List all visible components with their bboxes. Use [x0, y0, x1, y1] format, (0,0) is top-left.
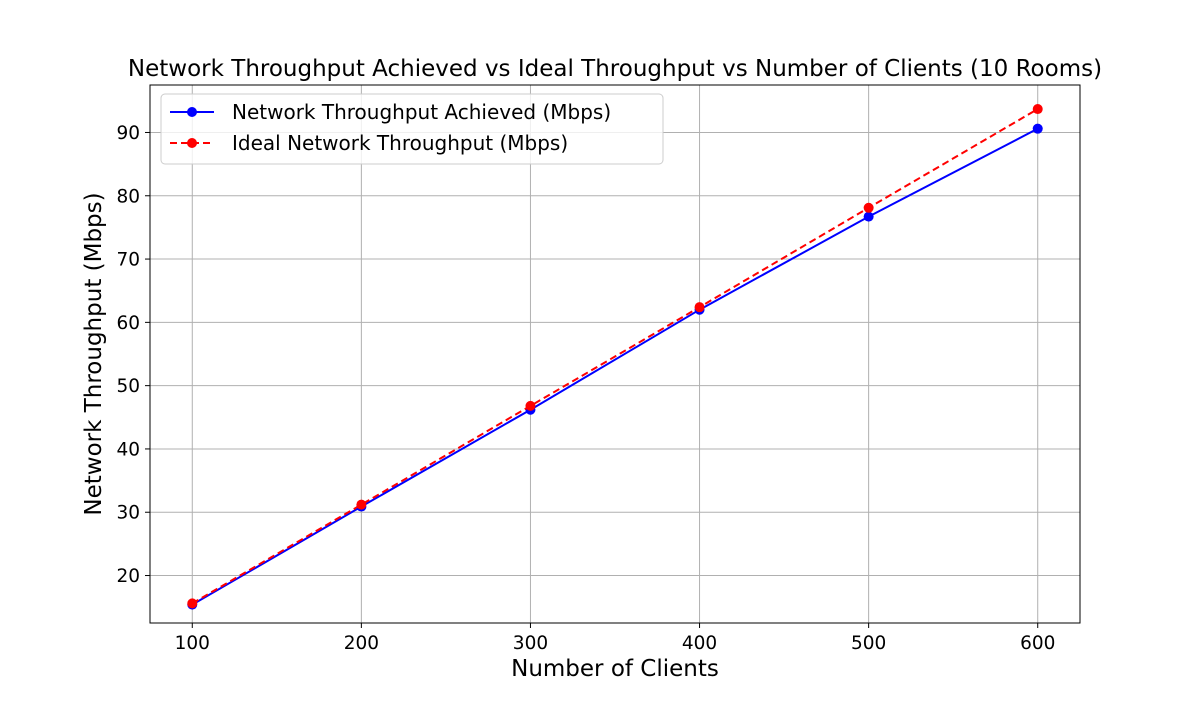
series-line-0: [191, 127, 1039, 606]
legend-box: [160, 93, 664, 165]
x-tick-label: 400: [682, 633, 717, 654]
legend-marker-ideal: [187, 138, 197, 148]
series-0-point: [1032, 123, 1043, 134]
y-tick-label: 30: [116, 503, 140, 524]
legend-label-achieved: Network Throughput Achieved (Mbps): [232, 100, 611, 124]
series-1-point: [1032, 104, 1043, 115]
y-tick-label: 40: [116, 439, 140, 460]
y-axis-label: Network Throughput (Mbps): [81, 192, 107, 515]
series-layer: [187, 104, 1043, 610]
x-tick-label: 200: [344, 633, 379, 654]
y-axis-ticks: 20 30 40 50 60 70 80 90: [116, 123, 150, 587]
series-1-point: [863, 202, 874, 213]
x-tick-label: 300: [513, 633, 548, 654]
x-axis-label: Number of Clients: [511, 656, 719, 682]
y-tick-label: 70: [116, 250, 140, 271]
x-axis-ticks: 100 200 300 400 500 600: [175, 623, 1055, 654]
plot-area-frame: [149, 84, 1081, 624]
y-tick-label: 20: [116, 566, 140, 587]
x-tick-label: 500: [851, 633, 886, 654]
legend: Network Throughput Achieved (Mbps) Ideal…: [160, 93, 664, 165]
chart-title: Network Throughput Achieved vs Ideal Thr…: [128, 56, 1102, 82]
y-tick-label: 60: [116, 313, 140, 334]
series-1-point: [694, 302, 705, 313]
y-tick-label: 50: [116, 376, 140, 397]
series-1-point: [525, 400, 536, 411]
y-tick-label: 80: [116, 186, 140, 207]
series-line-1: [191, 108, 1039, 605]
x-tick-label: 600: [1020, 633, 1055, 654]
series-0-point: [863, 211, 874, 222]
x-tick-label: 100: [175, 633, 210, 654]
legend-label-ideal: Ideal Network Throughput (Mbps): [232, 131, 568, 155]
series-1-point: [356, 499, 367, 510]
series-1-point: [187, 598, 198, 609]
y-tick-label: 90: [116, 123, 140, 144]
legend-marker-achieved: [187, 107, 197, 117]
